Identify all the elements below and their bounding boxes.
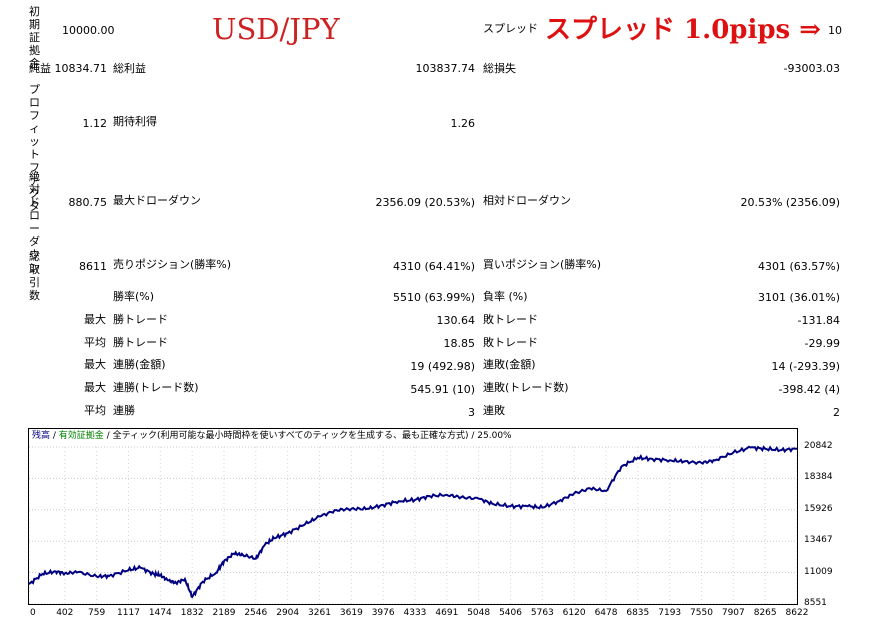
largest-win-label: 勝トレード: [113, 313, 168, 326]
avg-consec-wins-label: 連勝: [113, 404, 135, 417]
y-tick-label-0: 20842: [804, 441, 833, 451]
x-tick-label-0: 0: [30, 608, 36, 618]
win-rate-value: 5510 (63.99%): [392, 291, 475, 304]
max-consec-losses-money-value: 14 (-293.39): [771, 360, 840, 373]
x-tick-label-24: 8622: [785, 608, 809, 618]
x-tick-label-19: 6835: [626, 608, 650, 618]
average-prefix: 平均: [84, 336, 106, 349]
x-tick-label-22: 7907: [721, 608, 745, 618]
spread-label: スプレッド: [483, 22, 538, 35]
largest-win-value: 130.64: [436, 314, 476, 327]
x-tick-label-13: 4691: [435, 608, 459, 618]
abs-drawdown-value: 880.75: [68, 196, 108, 209]
y-tick-label-4: 11009: [804, 566, 833, 577]
max-consec-wins-money-label: 連勝(金額): [113, 358, 166, 371]
avg-consec-losses-value: 2: [833, 406, 840, 419]
max-consec-losses-trades-value: -398.42 (4): [778, 383, 840, 396]
avg-win-label: 勝トレード: [113, 336, 168, 349]
avg-win-value: 18.85: [443, 337, 476, 350]
x-tick-label-2: 759: [88, 608, 106, 618]
x-tick-label-8: 2904: [276, 608, 300, 618]
gross-profit-value: 103837.74: [415, 62, 476, 75]
balance-line: [29, 445, 797, 599]
chart-legend: 残高 / 有効証拠金 / 全ティック(利用可能な最小時間枠を使いすべてのティック…: [32, 431, 512, 442]
rel-drawdown-label: 相対ドローダウン: [483, 194, 571, 207]
long-positions-label: 買いポジション(勝率%): [483, 258, 602, 271]
max-consec-wins-money-value: 19 (492.98): [410, 360, 475, 373]
y-tick-label-1: 18384: [804, 472, 833, 483]
short-positions-label: 売りポジション(勝率%): [113, 258, 232, 271]
abs-drawdown-label: 絶対ドローダウン: [29, 170, 40, 274]
expected-payoff-value: 1.26: [450, 117, 476, 130]
max-consec-wins-trades-value: 545.91 (10): [410, 383, 475, 396]
x-tick-label-4: 1474: [148, 608, 172, 618]
x-tick-label-1: 402: [56, 608, 74, 618]
x-tick-label-6: 2189: [212, 608, 236, 618]
max-drawdown-label: 最大ドローダウン: [113, 194, 201, 207]
legend-entry-5: / 25.00%: [468, 431, 512, 441]
total-trades-label: 総取引数: [29, 250, 40, 302]
loss-rate-value: 3101 (36.01%): [757, 291, 840, 304]
x-tick-label-18: 6478: [594, 608, 618, 618]
balance-chart-plot: [29, 445, 797, 604]
x-tick-label-21: 7550: [690, 608, 713, 618]
avg-loss-value: -29.99: [804, 337, 840, 350]
y-tick-label-5: 8551: [804, 598, 827, 608]
max-consec-losses-money-label: 連敗(金額): [483, 358, 536, 371]
x-tick-label-10: 3619: [339, 608, 363, 618]
max-consec-losses-trades-label: 連敗(トレード数): [483, 381, 569, 394]
total-trades-value: 8611: [79, 260, 107, 273]
x-tick-label-17: 6120: [562, 608, 586, 618]
x-tick-label-23: 8265: [753, 608, 777, 618]
balance-chart: 残高 / 有効証拠金 / 全ティック(利用可能な最小時間枠を使いすべてのティック…: [28, 428, 798, 605]
net-profit-value: 10834.71: [54, 62, 108, 75]
rel-drawdown-value: 20.53% (2356.09): [740, 196, 840, 209]
legend-entry-1: /: [50, 431, 59, 441]
profit-factor-value: 1.12: [82, 117, 108, 130]
largest-prefix: 最大: [84, 313, 106, 326]
win-rate-label: 勝率(%): [113, 290, 155, 303]
x-tick-label-20: 7193: [658, 608, 682, 618]
max-consec-wins-trades-label: 連勝(トレード数): [113, 381, 199, 394]
spread-annotation: スプレッド 1.0pips ⇒: [545, 15, 821, 45]
pair-title: USD/JPY: [212, 12, 340, 46]
initial-deposit-value: 10000.00: [62, 24, 115, 37]
net-profit-label: 純益: [29, 62, 51, 75]
legend-entry-3: /: [103, 431, 113, 441]
x-tick-label-12: 4333: [403, 608, 427, 618]
expected-payoff-label: 期待利得: [113, 115, 157, 128]
short-positions-value: 4310 (64.41%): [392, 260, 475, 273]
initial-deposit-label: 初期証拠金: [29, 5, 40, 70]
avg-prefix-2: 平均: [84, 404, 106, 417]
max-prefix-2: 最大: [84, 381, 106, 394]
y-tick-label-3: 13467: [804, 535, 833, 546]
profit-factor-label: プロフィットファクタ: [29, 83, 40, 213]
x-tick-label-7: 2546: [244, 608, 268, 618]
long-positions-value: 4301 (63.57%): [757, 260, 840, 273]
x-tick-label-5: 1832: [180, 608, 204, 618]
y-tick-label-2: 15926: [804, 503, 833, 514]
largest-loss-value: -131.84: [797, 314, 840, 327]
largest-loss-label: 敗トレード: [483, 313, 538, 326]
max-drawdown-value: 2356.09 (20.53%): [375, 196, 475, 209]
gross-loss-label: 総損失: [483, 62, 516, 75]
gross-loss-value: -93003.03: [783, 62, 840, 75]
max-prefix-1: 最大: [84, 358, 106, 371]
avg-consec-wins-value: 3: [468, 406, 475, 419]
x-tick-label-15: 5406: [499, 608, 522, 618]
avg-consec-losses-label: 連敗: [483, 404, 505, 417]
x-tick-label-9: 3261: [308, 608, 331, 618]
spread-value: 10: [828, 24, 842, 37]
x-tick-label-11: 3976: [371, 608, 395, 618]
x-tick-label-3: 1117: [117, 608, 140, 618]
legend-entry-2: 有効証拠金: [58, 431, 104, 441]
legend-entry-0: 残高: [32, 431, 51, 441]
x-tick-label-14: 5048: [467, 608, 491, 618]
x-tick-label-16: 5763: [530, 608, 554, 618]
avg-loss-label: 敗トレード: [483, 336, 538, 349]
legend-entry-4: 全ティック(利用可能な最小時間枠を使いすべてのティックを生成する、最も正確な方式…: [112, 431, 469, 441]
gross-profit-label: 総利益: [113, 62, 146, 75]
loss-rate-label: 負率 (%): [483, 290, 528, 303]
